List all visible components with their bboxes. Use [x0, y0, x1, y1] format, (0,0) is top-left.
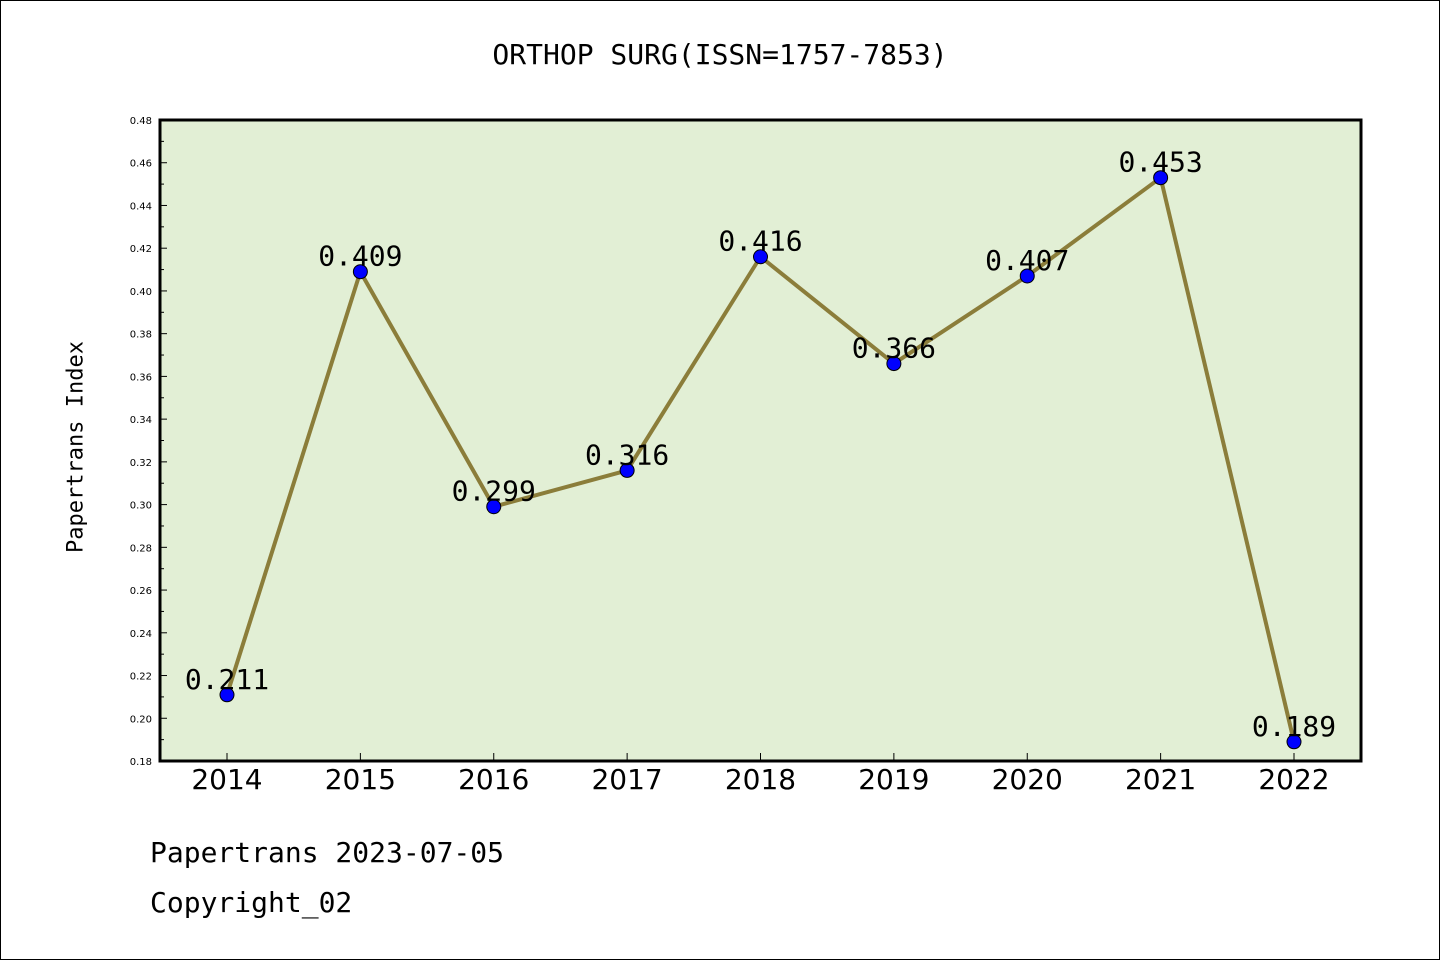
y-tick-label: 0.28 — [130, 543, 152, 554]
y-tick-label: 0.46 — [130, 159, 152, 170]
data-point-2017 — [619, 462, 635, 478]
data-point-2016 — [486, 499, 502, 515]
data-label-2019: 0.366 — [852, 332, 936, 365]
y-tick-label: 0.38 — [130, 330, 152, 341]
footer-date: Papertrans 2023-07-05 — [150, 836, 505, 869]
data-point-2018 — [753, 249, 768, 265]
data-label-2015: 0.409 — [318, 240, 402, 273]
y-tick-label: 0.40 — [130, 287, 152, 298]
data-label-2018: 0.416 — [718, 225, 802, 258]
x-tick-label: 2018 — [725, 763, 796, 796]
data-point-2022 — [1286, 734, 1302, 750]
data-label-2022: 0.189 — [1252, 710, 1336, 743]
y-tick-label: 0.42 — [130, 244, 152, 255]
x-tick-label: 2021 — [1125, 763, 1196, 796]
y-tick-label: 0.48 — [130, 116, 152, 127]
x-tick-label: 2022 — [1258, 763, 1329, 796]
x-tick-label: 2016 — [458, 763, 529, 796]
data-label-2020: 0.407 — [985, 244, 1069, 277]
y-tick-label: 0.26 — [130, 586, 152, 597]
y-tick-label: 0.24 — [130, 629, 152, 640]
data-label-2021: 0.453 — [1118, 146, 1202, 179]
chart-title: ORTHOP SURG(ISSN=1757-7853) — [492, 38, 948, 71]
y-tick-label: 0.36 — [130, 372, 152, 383]
x-tick-label: 2015 — [325, 763, 396, 796]
data-point-2015 — [352, 264, 368, 280]
x-tick-label: 2020 — [992, 763, 1063, 796]
y-tick-label: 0.30 — [130, 501, 152, 512]
y-tick-label: 0.22 — [130, 672, 152, 683]
x-tick-label: 2019 — [858, 763, 929, 796]
data-label-2014: 0.211 — [185, 663, 269, 696]
data-point-2014 — [219, 687, 235, 703]
y-tick-label: 0.32 — [130, 458, 152, 469]
y-tick-label: 0.34 — [130, 415, 152, 426]
x-axis: 2014 2015 2016 2017 2018 2019 2020 2021 2022 — [191, 753, 1330, 796]
data-point-2020 — [1019, 268, 1035, 284]
data-point-2019 — [886, 356, 902, 372]
x-tick-label: 2017 — [591, 763, 662, 796]
y-tick-label: 0.18 — [130, 757, 152, 768]
x-tick-label: 2014 — [191, 763, 262, 796]
data-points — [219, 170, 1302, 750]
data-labels: 0.211 0.409 0.299 0.316 0.416 0.366 0.407 0.453… — [185, 146, 1336, 743]
footer-copyright: Copyright_02 — [150, 886, 353, 919]
plot-area — [158, 118, 1363, 763]
y-tick-label: 0.44 — [130, 201, 152, 212]
data-label-2016: 0.299 — [452, 475, 536, 508]
y-axis: 0.18 0.20 0.22 0.24 0.26 0.28 0.30 0.32 0.34 0.36… — [130, 116, 167, 768]
data-label-2017: 0.316 — [585, 438, 669, 471]
y-tick-label: 0.20 — [130, 714, 152, 725]
data-point-2021 — [1153, 170, 1169, 186]
